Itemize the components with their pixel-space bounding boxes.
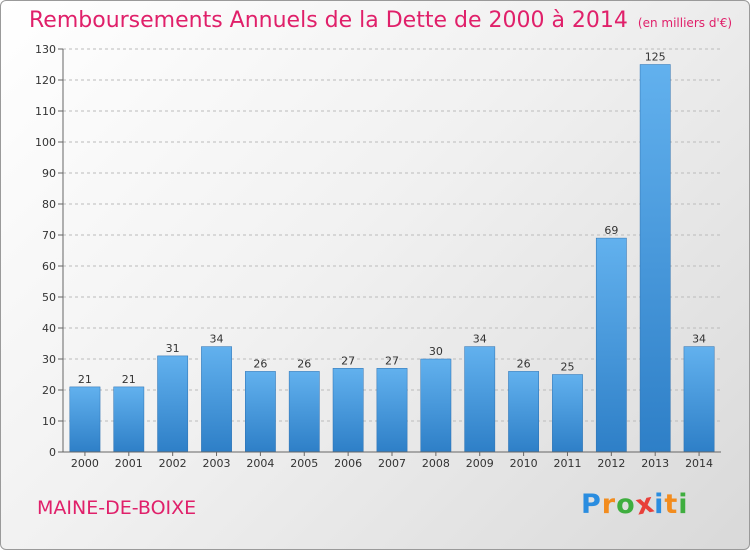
value-label-2008: 30 <box>429 345 443 358</box>
y-tick-label-130: 130 <box>35 43 56 56</box>
x-tick-label-2013: 2013 <box>641 457 669 470</box>
value-label-2011: 25 <box>560 361 574 374</box>
logo-letter: t <box>664 489 679 520</box>
logo-letter: i <box>654 489 665 520</box>
y-tick-label-120: 120 <box>35 74 56 87</box>
y-tick-label-100: 100 <box>35 136 56 149</box>
x-tick-label-2006: 2006 <box>334 457 362 470</box>
value-label-2007: 27 <box>385 354 399 367</box>
value-label-2002: 31 <box>166 342 180 355</box>
value-label-2009: 34 <box>473 333 487 346</box>
value-label-2003: 34 <box>210 333 224 346</box>
y-tick-label-80: 80 <box>42 198 56 211</box>
bar-2006 <box>332 368 364 453</box>
x-tick-label-2002: 2002 <box>159 457 187 470</box>
x-tick-label-2000: 2000 <box>71 457 99 470</box>
x-tick-label-2010: 2010 <box>510 457 538 470</box>
value-label-2006: 27 <box>341 354 355 367</box>
bar-2007 <box>376 368 408 453</box>
y-tick-label-60: 60 <box>42 260 56 273</box>
x-tick-label-2008: 2008 <box>422 457 450 470</box>
x-tick-label-2007: 2007 <box>378 457 406 470</box>
y-tick-label-10: 10 <box>42 415 56 428</box>
value-label-2014: 34 <box>692 333 706 346</box>
bar-2009 <box>464 346 496 453</box>
x-tick-label-2004: 2004 <box>246 457 274 470</box>
x-tick-label-2012: 2012 <box>597 457 625 470</box>
logo-letter: r <box>601 489 617 520</box>
bars: 21 21 31 34 26 26 27 27 30 34 26 25 69 125 34 <box>69 51 715 453</box>
bar-2004 <box>245 371 276 453</box>
bar-2013 <box>639 64 671 453</box>
bar-2003 <box>201 346 232 453</box>
value-label-2012: 69 <box>604 224 618 237</box>
logo-letter: P <box>581 489 602 520</box>
y-tick-label-90: 90 <box>42 167 56 180</box>
y-tick-label-70: 70 <box>42 229 56 242</box>
x-tick-label-2003: 2003 <box>203 457 231 470</box>
x-tick-label-2011: 2011 <box>553 457 581 470</box>
bar-2005 <box>288 371 320 453</box>
value-label-2004: 26 <box>253 357 267 370</box>
y-tick-label-0: 0 <box>49 446 56 459</box>
x-tick-label-2014: 2014 <box>685 457 713 470</box>
chart-subtitle: (en milliers d'€) <box>637 16 733 30</box>
chart-title: Remboursements Annuels de la Dette de 20… <box>29 8 732 33</box>
y-tick-label-40: 40 <box>42 322 56 335</box>
x-tick-label-2009: 2009 <box>466 457 494 470</box>
bar-2002 <box>157 355 189 453</box>
value-label-2001: 21 <box>122 373 136 386</box>
logo-letter: i <box>678 489 689 520</box>
proxiti-logo: Proxiti <box>581 487 689 521</box>
commune-name: MAINE-DE-BOIXE <box>37 497 197 519</box>
axes: 0 10 20 30 40 50 60 70 80 90 100 110 120 130 2000 2001 2… <box>35 43 721 470</box>
y-tick-label-30: 30 <box>42 353 56 366</box>
bar-2008 <box>420 358 452 453</box>
bar-2012 <box>595 237 627 453</box>
value-label-2010: 26 <box>517 357 531 370</box>
value-label-2000: 21 <box>78 373 92 386</box>
value-label-2013: 125 <box>645 51 666 64</box>
x-tick-label-2001: 2001 <box>115 457 143 470</box>
y-tick-label-110: 110 <box>35 105 56 118</box>
bar-2010 <box>508 371 539 453</box>
logo-letter: o <box>616 489 636 520</box>
chart-title-text: Remboursements Annuels de la Dette de 20… <box>29 8 628 33</box>
y-tick-label-20: 20 <box>42 384 56 397</box>
x-tick-label-2005: 2005 <box>290 457 318 470</box>
bar-2001 <box>113 386 145 453</box>
value-label-2005: 26 <box>297 357 311 370</box>
y-tick-label-50: 50 <box>42 291 56 304</box>
bar-2014 <box>683 346 715 453</box>
bar-2011 <box>552 374 583 453</box>
bar-2000 <box>69 386 101 453</box>
